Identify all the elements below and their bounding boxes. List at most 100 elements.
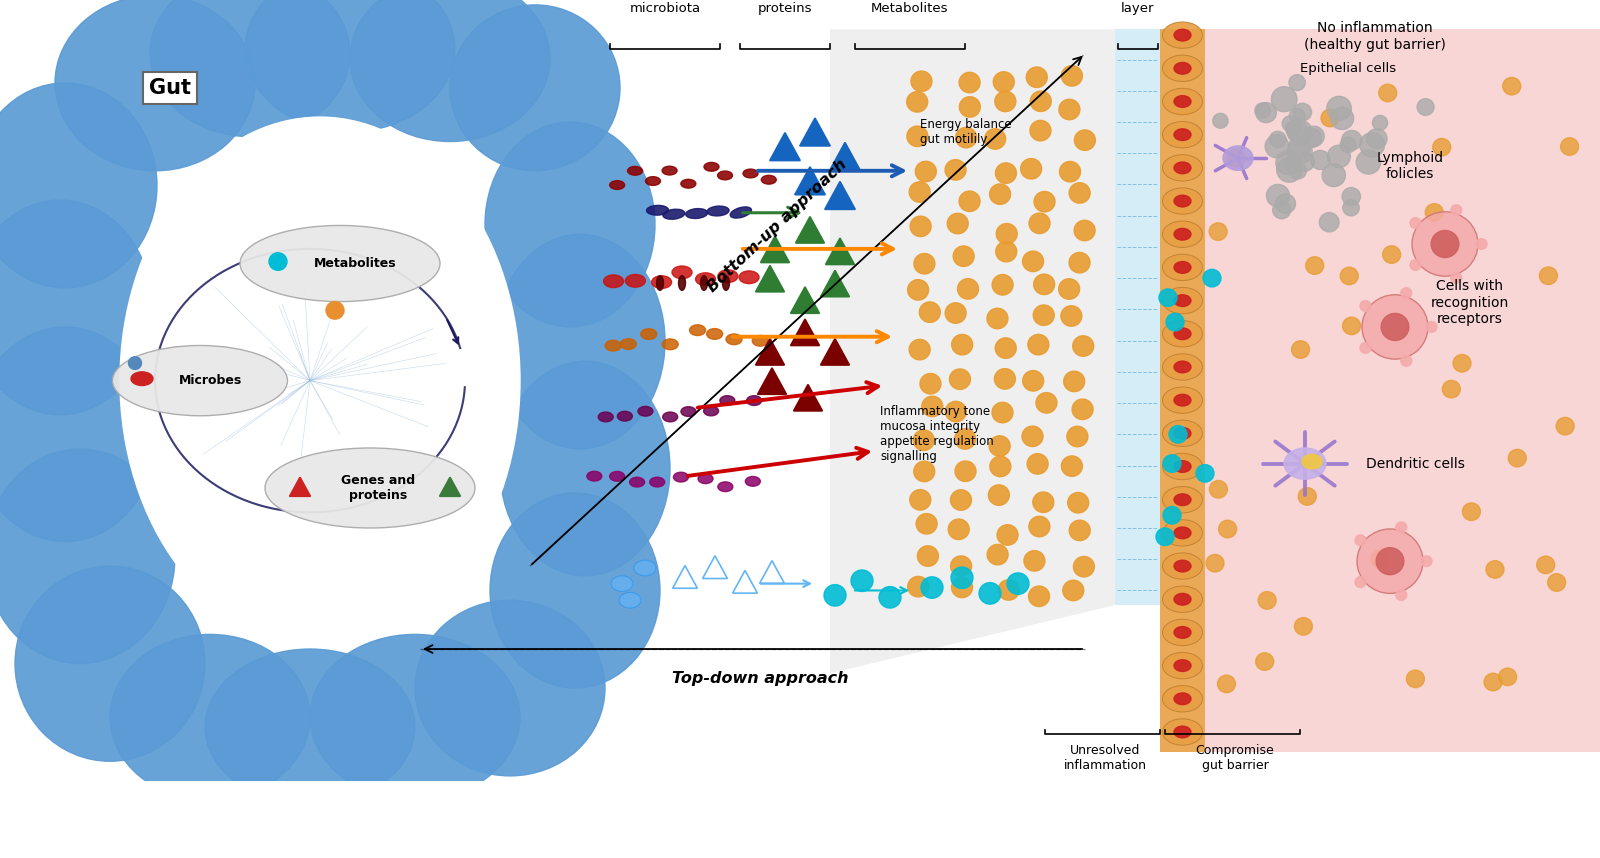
Ellipse shape (1163, 287, 1203, 314)
Polygon shape (795, 167, 826, 195)
Ellipse shape (1163, 619, 1203, 645)
Circle shape (1059, 161, 1080, 182)
Text: Cells with
recognition
receptors: Cells with recognition receptors (1430, 280, 1509, 326)
Circle shape (1326, 96, 1352, 120)
Ellipse shape (1174, 361, 1190, 373)
Circle shape (326, 301, 344, 319)
Circle shape (1029, 586, 1050, 607)
Text: Metabolites: Metabolites (314, 257, 397, 270)
Ellipse shape (1174, 228, 1190, 240)
Ellipse shape (598, 412, 613, 422)
Polygon shape (830, 29, 1115, 674)
Circle shape (1022, 371, 1043, 391)
Ellipse shape (1163, 553, 1203, 579)
Circle shape (1426, 322, 1437, 332)
Bar (1115, 29, 1160, 605)
Circle shape (1022, 426, 1043, 446)
Circle shape (1304, 126, 1325, 147)
Ellipse shape (499, 361, 670, 576)
Ellipse shape (626, 275, 645, 287)
Ellipse shape (662, 209, 685, 220)
Ellipse shape (205, 649, 414, 805)
Circle shape (910, 490, 931, 510)
Polygon shape (830, 142, 861, 170)
Circle shape (914, 253, 934, 274)
Circle shape (979, 583, 1002, 604)
Circle shape (957, 279, 979, 299)
Ellipse shape (619, 592, 642, 608)
Circle shape (1341, 267, 1358, 285)
Ellipse shape (1163, 586, 1203, 613)
Circle shape (1061, 65, 1083, 86)
Circle shape (1451, 273, 1462, 283)
Circle shape (1413, 212, 1478, 276)
Circle shape (954, 246, 974, 267)
Circle shape (960, 97, 981, 118)
Circle shape (1400, 355, 1411, 366)
Circle shape (824, 584, 846, 606)
Ellipse shape (54, 0, 254, 171)
Polygon shape (790, 319, 819, 346)
Circle shape (1290, 162, 1307, 179)
Ellipse shape (131, 372, 154, 385)
Circle shape (1210, 480, 1227, 498)
Text: Energy balance
gut motilily: Energy balance gut motilily (920, 118, 1011, 146)
Text: Moya & Ferrer/Trends in Microbiology: Moya & Ferrer/Trends in Microbiology (568, 807, 1032, 831)
Circle shape (917, 546, 938, 566)
Ellipse shape (704, 162, 718, 172)
Ellipse shape (1163, 486, 1203, 513)
Circle shape (910, 71, 931, 92)
Circle shape (958, 72, 981, 93)
Ellipse shape (1163, 154, 1203, 181)
Ellipse shape (1163, 719, 1203, 745)
Text: Unresolved
inflammation: Unresolved inflammation (1064, 744, 1147, 771)
Ellipse shape (1174, 95, 1190, 107)
Circle shape (947, 214, 968, 233)
Circle shape (851, 570, 874, 591)
Ellipse shape (266, 448, 475, 528)
Circle shape (269, 253, 286, 270)
Circle shape (992, 402, 1013, 423)
Ellipse shape (1174, 395, 1190, 406)
Circle shape (1560, 138, 1579, 155)
Circle shape (1357, 150, 1381, 174)
Circle shape (128, 357, 141, 370)
Circle shape (958, 191, 981, 212)
Circle shape (1539, 267, 1557, 285)
Circle shape (1406, 670, 1424, 687)
Circle shape (984, 129, 1006, 149)
Ellipse shape (1163, 22, 1203, 48)
Ellipse shape (110, 634, 310, 801)
Ellipse shape (682, 179, 696, 188)
Circle shape (1275, 151, 1301, 175)
Circle shape (949, 519, 970, 540)
Circle shape (1371, 551, 1389, 568)
Text: Gut
microbiota: Gut microbiota (629, 0, 701, 15)
Circle shape (1376, 547, 1403, 575)
Ellipse shape (120, 117, 520, 644)
Circle shape (1064, 372, 1085, 391)
Circle shape (907, 126, 928, 147)
Circle shape (1362, 295, 1429, 360)
Ellipse shape (1222, 146, 1253, 170)
Ellipse shape (1174, 29, 1190, 41)
Circle shape (1291, 341, 1309, 359)
Circle shape (1029, 213, 1050, 233)
Circle shape (1275, 194, 1296, 214)
Circle shape (1509, 450, 1526, 467)
Circle shape (950, 567, 973, 589)
Bar (1205, 29, 1600, 752)
Ellipse shape (1174, 494, 1190, 505)
Ellipse shape (450, 5, 621, 171)
Circle shape (1035, 393, 1058, 413)
Circle shape (878, 587, 901, 608)
Circle shape (1256, 103, 1277, 123)
Ellipse shape (1283, 448, 1326, 480)
Circle shape (1366, 129, 1387, 148)
Polygon shape (760, 236, 789, 263)
Circle shape (1322, 109, 1339, 127)
Ellipse shape (587, 471, 602, 481)
Circle shape (995, 241, 1016, 262)
Circle shape (1155, 528, 1174, 546)
Polygon shape (821, 339, 850, 365)
